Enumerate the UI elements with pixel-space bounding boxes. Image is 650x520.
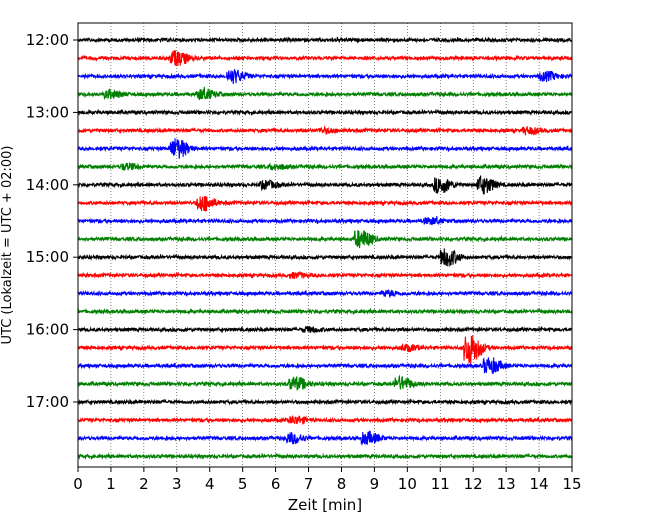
trace-line	[77, 230, 573, 249]
x-tick-label: 0	[73, 475, 83, 493]
x-tick-label: 3	[172, 475, 182, 493]
trace-line	[77, 270, 573, 280]
y-tick-label: 17:00	[26, 393, 69, 411]
trace-line	[77, 415, 573, 426]
trace-line	[77, 248, 573, 268]
trace-line	[77, 334, 573, 364]
trace-line	[77, 138, 573, 159]
x-tick-label: 15	[562, 475, 581, 493]
vertical-grid	[110, 23, 540, 467]
trace-line	[77, 175, 573, 195]
plot-frame	[77, 22, 573, 468]
trace-line	[77, 125, 573, 136]
x-axis-label: Zeit [min]	[288, 496, 362, 514]
trace-line	[77, 289, 573, 299]
x-tick-label: 11	[431, 475, 450, 493]
x-tick-label: 1	[106, 475, 116, 493]
trace-line	[77, 196, 573, 212]
trace-line	[77, 357, 573, 375]
x-tick-label: 5	[238, 475, 248, 493]
x-tick-label: 6	[271, 475, 281, 493]
trace-line	[77, 108, 573, 117]
trace-line	[77, 162, 573, 171]
trace-line	[77, 452, 573, 460]
seismograph-traces	[77, 36, 573, 460]
trace-line	[77, 68, 573, 84]
x-tick-label: 2	[139, 475, 149, 493]
y-tick-label: 14:00	[26, 176, 69, 194]
y-tick-label: 12:00	[26, 31, 69, 49]
y-axis-label: UTC (Lokalzeit = UTC + 02:00)	[0, 146, 15, 345]
y-tick-label: 15:00	[26, 248, 69, 266]
y-tick-label: 13:00	[26, 103, 69, 121]
trace-line	[77, 398, 573, 406]
trace-line	[77, 216, 573, 226]
x-tick-label: 10	[398, 475, 417, 493]
x-tick-label: 14	[530, 475, 549, 493]
trace-line	[77, 307, 573, 316]
x-tick-label: 13	[497, 475, 516, 493]
x-tick-label: 12	[464, 475, 483, 493]
x-axis-ticks: 0 1 2 3 4 5 6 7 8 9 10 11 12 13 14 15	[73, 467, 582, 493]
x-tick-label: 4	[205, 475, 215, 493]
y-tick-label: 16:00	[26, 321, 69, 339]
trace-line	[77, 374, 573, 391]
x-tick-label: 9	[370, 475, 380, 493]
trace-line	[77, 36, 573, 44]
y-axis-ticks: 12:00 13:00 14:00 15:00 16:00 17:00	[26, 31, 78, 411]
plot-background	[78, 23, 572, 467]
trace-line	[77, 325, 573, 334]
x-tick-label: 7	[304, 475, 314, 493]
x-tick-label: 8	[337, 475, 347, 493]
trace-line	[77, 50, 573, 67]
trace-line	[77, 430, 573, 446]
trace-line	[77, 86, 573, 100]
